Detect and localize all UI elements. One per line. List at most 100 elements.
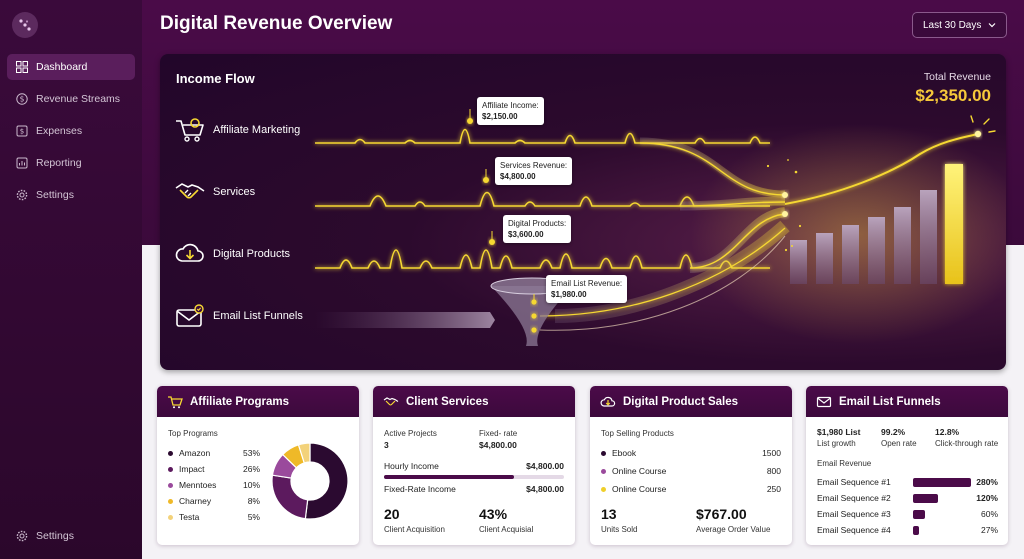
card-header: Digital Product Sales <box>590 386 792 417</box>
list-item: Email Sequence #4 27% <box>817 525 998 535</box>
dollar-circle-icon: $ <box>16 93 28 105</box>
fixed-rate: Fixed- rate $4,800.00 <box>479 429 518 450</box>
program-list: Amazon 53% Impact 26% Menntoes 10% Charney 8… <box>168 445 260 525</box>
sequence-bar <box>913 509 926 519</box>
sidebar-item-dashboard[interactable]: Dashboard <box>7 54 135 80</box>
sequence-bar <box>913 525 919 535</box>
mail-icon <box>816 396 832 407</box>
list-growth-stat: $1,980 List List growth <box>817 427 861 448</box>
average-order-value-stat: $767.00 Average Order Value <box>696 506 771 534</box>
list-item: Amazon 53% <box>168 445 260 461</box>
click-through-rate-stat: 12.8% Click-through rate <box>935 427 999 448</box>
callout-label: Affiliate Income: <box>482 101 539 110</box>
sidebar-item-label: Expenses <box>36 125 83 137</box>
active-projects: Active Projects 3 <box>384 429 437 450</box>
sidebar-item-label: Reporting <box>36 157 82 169</box>
svg-text:$: $ <box>20 95 25 104</box>
legend-swatch <box>168 466 173 472</box>
list-item: Email Sequence #2 120% <box>817 493 998 503</box>
svg-text:$: $ <box>20 128 24 136</box>
progress-fill <box>384 475 514 479</box>
sidebar-item-settings-bottom[interactable]: Settings <box>7 523 135 549</box>
page-title: Digital Revenue Overview <box>160 13 393 34</box>
income-flow-panel: Income Flow Total Revenue $2,350.00 Affi… <box>160 54 1006 370</box>
client-rate-stat: 43% Client Acquisial <box>479 506 534 534</box>
sidebar-item-expenses[interactable]: $ Expenses <box>7 118 135 144</box>
handshake-icon <box>175 183 205 199</box>
total-revenue-label: Total Revenue <box>923 71 991 83</box>
legend-swatch <box>168 482 173 488</box>
list-item: Menntoes 10% <box>168 477 260 493</box>
affiliate-wave <box>315 128 770 144</box>
callout-value: $4,800.00 <box>500 172 536 181</box>
sidebar-item-label: Revenue Streams <box>36 93 121 105</box>
list-item: Testa 5% <box>168 509 260 525</box>
callout-digital-products: Digital Products: $3,600.00 <box>503 215 572 243</box>
cart-icon <box>176 118 204 142</box>
callout-value: $2,150.00 <box>482 112 518 121</box>
source-label: Email List Funnels <box>213 310 303 322</box>
sequence-bar <box>913 493 938 503</box>
top-selling-label: Top Selling Products <box>601 429 674 438</box>
email-sequence-list: Email Sequence #1 280% Email Sequence #2 1… <box>817 474 998 538</box>
revenue-bar <box>816 233 833 284</box>
services-wave <box>315 191 770 207</box>
sidebar-item-settings[interactable]: Settings <box>7 182 135 208</box>
list-item: Online Course 250 <box>601 480 781 498</box>
sidebar-item-label: Settings <box>36 530 74 542</box>
income-flow-title: Income Flow <box>176 71 255 86</box>
units-sold-stat: 13 Units Sold <box>601 506 638 534</box>
date-range-select[interactable]: Last 30 Days <box>912 12 1007 38</box>
open-rate-stat: 99.2% Open rate <box>881 427 917 448</box>
income-flow-graphic <box>315 109 1006 346</box>
sidebar-nav: Dashboard $ Revenue Streams $ Expenses R… <box>7 54 135 214</box>
programs-donut-chart <box>271 442 349 520</box>
list-item: Charney 8% <box>168 493 260 509</box>
sidebar-item-label: Dashboard <box>36 61 88 73</box>
revenue-bar-chart <box>784 115 996 284</box>
sidebar-item-revenue-streams[interactable]: $ Revenue Streams <box>7 86 135 112</box>
email-revenue-label: Email Revenue <box>817 459 872 468</box>
revenue-bar <box>894 207 911 284</box>
callout-label: Digital Products: <box>508 219 567 228</box>
list-item: Email Sequence #1 280% <box>817 477 998 487</box>
sidebar-item-label: Settings <box>36 189 74 201</box>
card-title: Client Services <box>406 395 489 408</box>
legend-swatch <box>601 486 606 492</box>
handshake-icon <box>383 396 399 405</box>
donut-slice-amazon <box>304 442 349 520</box>
list-item: Impact 26% <box>168 461 260 477</box>
source-label: Services <box>213 186 256 198</box>
legend-swatch <box>601 468 606 474</box>
sidebar-item-reporting[interactable]: Reporting <box>7 150 135 176</box>
grid-icon <box>16 61 28 73</box>
callout-affiliate-income: Affiliate Income: $2,150.00 <box>477 97 544 125</box>
client-services-card: Client Services Active Projects 3 Fixed-… <box>373 386 575 545</box>
app-logo[interactable] <box>12 12 38 38</box>
callout-label: Services Revenue: <box>500 161 568 170</box>
legend-swatch <box>168 450 173 456</box>
gear-icon <box>16 189 28 201</box>
revenue-bar <box>868 217 885 284</box>
receipt-icon: $ <box>16 125 28 137</box>
gear-icon <box>16 530 28 542</box>
callout-value: $1,980.00 <box>551 290 587 299</box>
source-email-list-funnels: Email List Funnels <box>174 302 303 330</box>
card-title: Digital Product Sales <box>623 395 739 408</box>
card-title: Email List Funnels <box>839 395 941 408</box>
digital-product-sales-card: Digital Product Sales Top Selling Produc… <box>590 386 792 545</box>
cloud-download-icon <box>600 396 616 407</box>
date-range-value: Last 30 Days <box>923 19 982 31</box>
email-list-funnels-card: Email List Funnels $1,980 List List grow… <box>806 386 1008 545</box>
sequence-bar <box>913 477 971 487</box>
logo-icon <box>19 19 31 31</box>
hourly-income-progress <box>384 475 564 479</box>
list-item: Email Sequence #3 60% <box>817 509 998 519</box>
top-programs-label: Top Programs <box>168 429 218 438</box>
donut-slice-testa <box>297 442 311 464</box>
callout-label: Email List Revenue: <box>551 279 623 288</box>
source-label: Affiliate Marketing <box>213 124 301 136</box>
fixed-rate-income-row: Fixed-Rate Income $4,800.00 <box>384 484 564 494</box>
source-label: Digital Products <box>213 248 291 260</box>
client-acquisition-stat: 20 Client Acquisition <box>384 506 445 534</box>
